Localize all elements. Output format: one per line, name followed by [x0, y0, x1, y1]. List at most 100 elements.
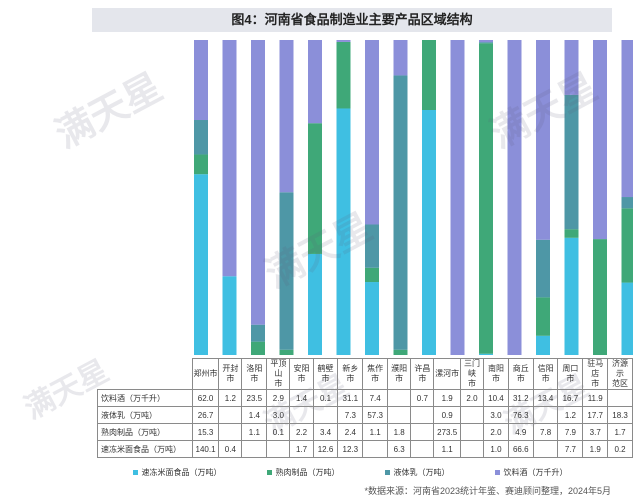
legend-swatch	[384, 470, 390, 475]
table-cell: 2.9	[266, 389, 291, 407]
table-cell: 15.3	[191, 423, 220, 441]
table-cell: 31.2	[507, 389, 534, 407]
table-cell: 0.9	[433, 406, 461, 424]
table-cell: 1.4	[241, 406, 268, 424]
category-label: 驻马店市	[582, 358, 609, 390]
category-label: 信阳市	[532, 358, 559, 390]
bar-segment	[621, 282, 633, 355]
bar-segment	[308, 253, 322, 355]
table-cell	[387, 389, 412, 407]
bar-segment	[593, 239, 607, 355]
table-cell: 7.8	[532, 423, 559, 441]
bar-segment	[365, 224, 379, 268]
table-cell: 2.2	[289, 423, 314, 441]
legend-label: 熟肉制品（万吨）	[275, 468, 340, 477]
legend-label: 饮料酒（万千升）	[503, 468, 568, 477]
bar-segment	[479, 42, 493, 44]
category-label: 南阳市	[483, 358, 509, 390]
legend-item: 速冻米面食品（万吨）	[132, 467, 222, 478]
table-cell: 2.0	[483, 423, 509, 441]
table-cell	[387, 406, 412, 424]
table-corner	[98, 359, 193, 390]
table-cell: 1.8	[387, 423, 412, 441]
bar-segment	[564, 94, 579, 230]
table-cell: 1.9	[433, 389, 461, 407]
table-cell: 1.7	[289, 440, 314, 458]
category-label: 新乡市	[337, 358, 364, 390]
category-label: 濮阳市	[387, 358, 412, 390]
bar-segment	[336, 108, 351, 355]
stacked-bar-chart	[194, 40, 633, 355]
bar-segment	[308, 40, 322, 124]
category-label: 商丘市	[507, 358, 534, 390]
table-row: 液体乳（万吨） 26.7 1.4 3.0 7.3 57.3 0.9 3.0 76.3 1.2 17.…	[97, 406, 633, 424]
table-cell	[607, 389, 633, 407]
table-cell: 62.0	[191, 389, 220, 407]
table-cell: 0.1	[312, 389, 339, 407]
bar-segment	[621, 40, 633, 198]
bar-segment	[507, 40, 522, 355]
legend-item: 液体乳（万吨）	[384, 467, 450, 478]
bar-segment	[479, 43, 493, 354]
table-cell: 18.3	[607, 406, 633, 424]
bar-segment	[336, 40, 351, 42]
bar-segment	[536, 239, 550, 298]
bar-segment	[279, 192, 294, 350]
table-cell: 1.2	[218, 389, 243, 407]
category-label: 平顶山市	[266, 358, 291, 390]
category-label: 漯河市	[433, 358, 461, 390]
bar-segment	[621, 208, 633, 283]
bar-segment	[365, 267, 379, 283]
bar-segment	[222, 40, 237, 277]
table-cell	[410, 440, 435, 458]
table-cell: 3.0	[483, 406, 509, 424]
bar-segment	[422, 40, 436, 110]
table-cell	[362, 440, 389, 458]
table-cell: 16.7	[557, 389, 584, 407]
table-cell: 7.4	[362, 389, 389, 407]
bar-segment	[450, 40, 465, 355]
table-cell: 7.9	[557, 423, 584, 441]
table-cell: 6.3	[387, 440, 412, 458]
source-note: *数据来源：河南省2023统计年鉴、赛迪顾问整理，2024年5月	[364, 486, 611, 496]
table-cell: 7.7	[557, 440, 584, 458]
bar-segment	[393, 75, 408, 350]
category-label: 开封市	[218, 358, 243, 390]
bar-segment	[536, 40, 550, 240]
table-cell: 13.4	[532, 389, 559, 407]
table-cell: 23.5	[241, 389, 268, 407]
row-label: 液体乳（万吨）	[97, 406, 193, 424]
bar-segment	[365, 40, 379, 225]
table-cell: 17.7	[582, 406, 609, 424]
table-cell: 1.7	[607, 423, 633, 441]
table-cell	[266, 440, 291, 458]
chart-title: 图4：河南省食品制造业主要产品区域结构	[92, 8, 612, 32]
category-label: 郑州市	[191, 358, 220, 390]
table-cell: 12.3	[337, 440, 364, 458]
table-cell	[459, 406, 485, 424]
table-cell	[459, 440, 485, 458]
table-cell: 1.4	[289, 389, 314, 407]
bar-segment	[336, 41, 351, 109]
bar-segment	[536, 335, 550, 355]
table-cell	[312, 406, 339, 424]
bar-segment	[222, 276, 237, 355]
table-cell: 76.3	[507, 406, 534, 424]
table-cell	[532, 406, 559, 424]
table-cell: 31.1	[337, 389, 364, 407]
legend-item: 熟肉制品（万吨）	[266, 467, 340, 478]
table-cell: 66.6	[507, 440, 534, 458]
bar-segment	[194, 154, 208, 175]
category-label: 焦作市	[362, 358, 389, 390]
legend-swatch	[494, 470, 500, 475]
bar-segment	[279, 40, 294, 193]
table-cell: 2.0	[459, 389, 485, 407]
legend: 速冻米面食品（万吨） 熟肉制品（万吨） 液体乳（万吨） 饮料酒（万千升）	[110, 467, 590, 478]
table-row: 速冻米面食品（万吨） 140.1 0.4 1.7 12.6 12.3 6.3 1.1 1.0 66…	[97, 440, 633, 458]
table-cell: 3.7	[582, 423, 609, 441]
row-label: 熟肉制品（万吨）	[97, 423, 193, 441]
table-cell	[532, 440, 559, 458]
bar-segment	[194, 120, 208, 155]
bar-segment	[593, 40, 607, 240]
table-cell: 0.1	[266, 423, 291, 441]
